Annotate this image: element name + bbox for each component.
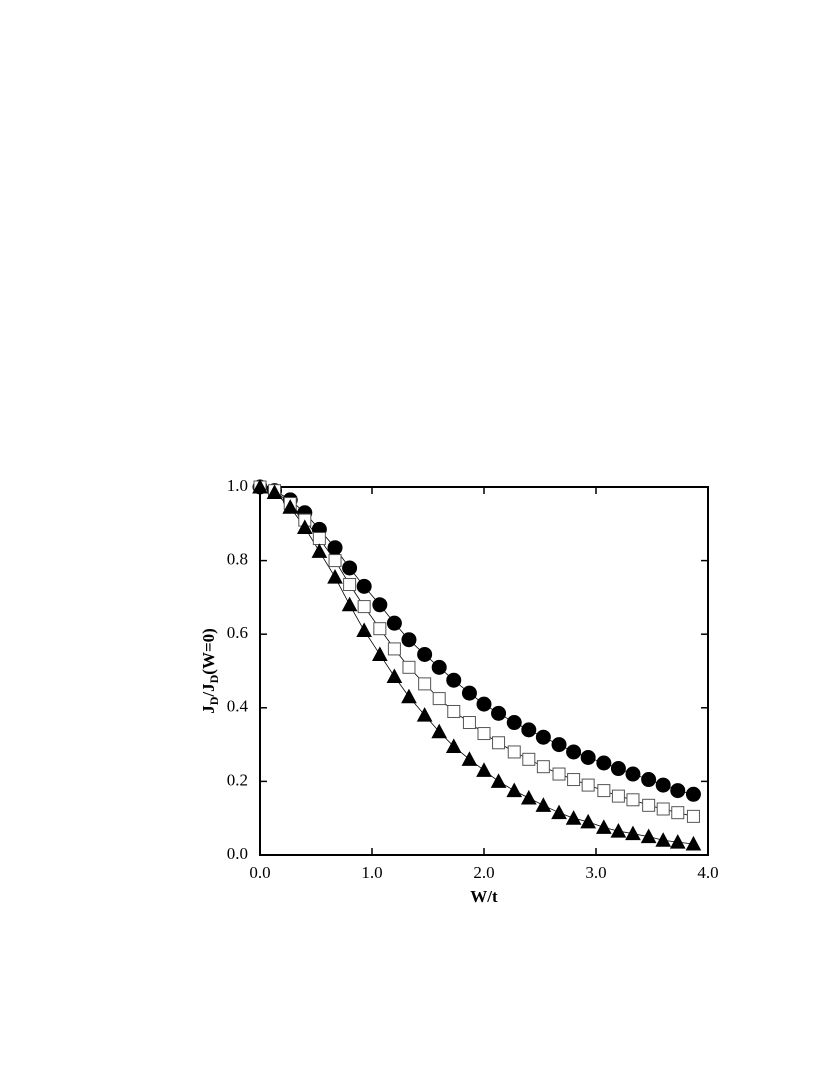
data-point [447,704,461,718]
data-point [401,632,417,648]
data-point [506,715,522,731]
data-point [655,832,672,847]
data-point [551,804,567,820]
data-point [386,615,402,631]
data-point [581,778,595,792]
data-point [565,810,582,825]
data-point [477,727,491,741]
data-point [507,745,521,759]
x-tick-label: 2.0 [473,863,494,882]
data-point [580,813,596,829]
data-point [418,677,432,691]
data-point [357,600,371,614]
data-point [685,786,701,802]
data-point [567,773,581,787]
data-point [372,597,388,613]
data-point [597,784,611,798]
data-point [670,783,686,799]
data-point [552,767,566,781]
data-point [372,646,388,661]
y-tick-label: 0.2 [227,770,248,789]
data-point [655,777,671,793]
data-point [373,622,387,636]
data-point [312,532,326,546]
data-point [343,578,357,592]
x-tick-label: 3.0 [585,863,606,882]
data-point [686,809,700,823]
data-point [641,772,657,788]
y-axis-label: JD/JD(W=0) [199,628,221,714]
y-tick-label: 0.8 [227,550,248,569]
data-point [669,834,686,849]
data-point [640,828,657,844]
data-point [492,736,506,750]
data-point [416,707,433,722]
data-point [282,499,299,514]
y-tick-label: 0.0 [227,844,248,863]
data-point [296,519,313,534]
data-point [446,672,462,688]
data-point [520,789,537,805]
data-point [402,660,416,674]
x-axis-label: W/t [470,887,498,906]
data-point [491,705,507,721]
data-point [656,802,670,816]
data-point [311,543,328,558]
data-point [327,569,343,584]
data-point [266,484,283,500]
x-tick-label: 4.0 [697,863,718,882]
data-point [521,722,537,738]
y-tick-label: 0.6 [227,623,248,642]
data-point [461,751,478,766]
data-point [356,578,372,594]
data-point [445,738,462,753]
data-point [551,737,567,753]
data-point [327,540,343,556]
data-point [506,782,523,798]
data-point [431,659,447,675]
data-point [610,761,626,777]
data-point [625,825,641,841]
data-point [642,798,656,812]
data-point [476,762,492,777]
data-point [671,806,685,820]
y-tick-label: 0.4 [227,697,249,716]
data-point [536,760,550,774]
data-point [401,688,417,704]
data-point [252,478,268,494]
data-point [626,793,640,807]
data-point [580,749,596,765]
data-point [462,716,476,730]
data-point [685,835,702,851]
data-point [386,668,403,684]
data-point [476,696,492,712]
x-tick-label: 1.0 [361,863,382,882]
x-tick-label: 0.0 [249,863,270,882]
data-point [566,744,582,760]
data-point [432,692,446,706]
data-point [417,646,433,662]
data-point [341,596,358,612]
data-point [611,789,625,803]
data-point [596,755,612,771]
y-tick-label: 1.0 [227,476,248,495]
plot-frame [259,486,709,856]
data-point [535,797,552,812]
data-point [461,685,477,701]
data-point [356,622,372,638]
data-point [625,766,641,782]
data-point [342,560,358,576]
data-point [596,819,612,834]
data-point [522,752,536,766]
data-point [535,729,551,745]
data-point [387,642,401,656]
data-point [610,823,627,838]
data-point [431,723,448,739]
data-point [490,773,507,788]
data-point [328,554,342,568]
